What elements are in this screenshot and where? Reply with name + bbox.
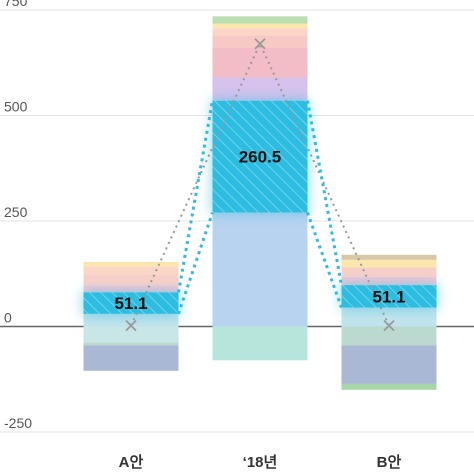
bar-segment: [341, 276, 437, 286]
bar-segment: [341, 345, 437, 384]
highlight-box: [341, 285, 437, 308]
x-category-label: A안: [119, 453, 144, 471]
x-category-label: ‘18년: [243, 454, 278, 471]
y-tick-label: 250: [4, 204, 28, 220]
y-tick-label: -250: [4, 415, 32, 431]
bar-segment: [212, 326, 308, 361]
bar-layer: [81, 16, 439, 390]
bar-segment: [212, 212, 308, 327]
net-marker: [254, 38, 266, 50]
bar-segment: [83, 285, 179, 293]
bar-segment: [212, 47, 308, 78]
net-marker: [383, 320, 395, 332]
net-connector-line: [130, 41, 390, 327]
highlight-connector-line: [306, 212, 343, 309]
bar-segment: [83, 275, 179, 286]
bar-segment: [83, 345, 179, 371]
highlight-box: [212, 100, 308, 213]
highlight-connector-line: [177, 100, 214, 293]
bar-segment: [341, 326, 437, 346]
bar-segment: [83, 326, 179, 343]
bar-segment: [212, 28, 308, 36]
highlight-value-label: 51.1: [372, 287, 405, 306]
highlight-value-label: 51.1: [114, 294, 147, 313]
bar-segment: [83, 261, 179, 267]
bar-segment: [83, 266, 179, 276]
net-marker: [125, 320, 137, 332]
bar-segment: [212, 35, 308, 48]
bar-segment: [341, 259, 437, 268]
bar-segment: [341, 254, 437, 260]
bar-segment: [341, 383, 437, 390]
bar-segment: [83, 313, 179, 327]
highlight-connector-line: [306, 100, 343, 286]
bar-segment: [212, 23, 308, 29]
highlight-box: [83, 292, 179, 314]
bar-segment: [212, 16, 308, 24]
y-tick-label: 750: [4, 0, 28, 9]
bar-segment: [341, 307, 437, 327]
bar-segment: [83, 342, 179, 346]
bar-segment: [212, 77, 308, 101]
x-category-label: B안: [377, 453, 402, 471]
y-tick-label: 0: [4, 310, 12, 326]
y-tick-label: 500: [4, 99, 28, 115]
bar-segment: [341, 267, 437, 277]
connector-layer: [125, 38, 395, 332]
highlight-value-label: 260.5: [239, 148, 282, 167]
label-layer: A안 ‘18년 B안 51.1 260.5 51.1: [114, 148, 405, 471]
